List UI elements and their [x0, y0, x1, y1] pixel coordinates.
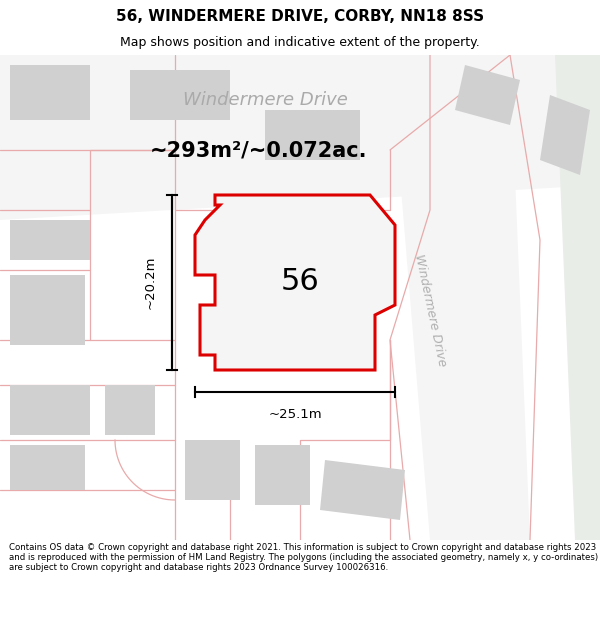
Text: Contains OS data © Crown copyright and database right 2021. This information is : Contains OS data © Crown copyright and d…: [9, 542, 598, 572]
Polygon shape: [555, 55, 600, 540]
Polygon shape: [455, 65, 520, 125]
Polygon shape: [105, 385, 155, 435]
Text: Map shows position and indicative extent of the property.: Map shows position and indicative extent…: [120, 36, 480, 49]
Text: ~293m²/~0.072ac.: ~293m²/~0.072ac.: [149, 140, 367, 160]
Polygon shape: [195, 195, 395, 370]
Polygon shape: [10, 445, 85, 490]
Text: 56: 56: [281, 268, 319, 296]
Polygon shape: [540, 95, 590, 175]
Polygon shape: [255, 445, 310, 505]
Text: 56, WINDERMERE DRIVE, CORBY, NN18 8SS: 56, WINDERMERE DRIVE, CORBY, NN18 8SS: [116, 9, 484, 24]
Polygon shape: [10, 385, 90, 435]
Polygon shape: [10, 275, 85, 345]
Polygon shape: [130, 70, 230, 120]
Text: Windermere Drive: Windermere Drive: [412, 253, 448, 368]
Text: ~20.2m: ~20.2m: [143, 256, 157, 309]
Polygon shape: [390, 55, 530, 540]
Text: ~25.1m: ~25.1m: [268, 408, 322, 421]
Polygon shape: [245, 230, 340, 275]
Polygon shape: [185, 440, 240, 500]
Polygon shape: [320, 460, 405, 520]
Polygon shape: [265, 110, 360, 160]
Polygon shape: [10, 65, 90, 120]
Polygon shape: [10, 220, 90, 260]
Text: Windermere Drive: Windermere Drive: [182, 91, 347, 109]
Polygon shape: [0, 55, 600, 220]
